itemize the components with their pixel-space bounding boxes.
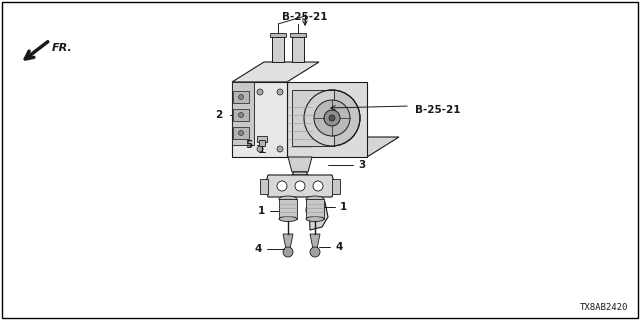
Bar: [259, 140, 265, 146]
Circle shape: [295, 181, 305, 191]
Polygon shape: [232, 62, 319, 82]
Polygon shape: [265, 175, 335, 197]
Bar: [233, 91, 249, 103]
Circle shape: [257, 146, 263, 152]
Circle shape: [277, 146, 283, 152]
Circle shape: [329, 115, 335, 121]
Circle shape: [304, 90, 360, 146]
Bar: [270, 33, 286, 37]
Circle shape: [257, 89, 263, 95]
Text: 4: 4: [335, 242, 342, 252]
Bar: [260, 179, 268, 194]
Circle shape: [324, 110, 340, 126]
Polygon shape: [288, 157, 312, 172]
Circle shape: [277, 89, 283, 95]
Circle shape: [277, 181, 287, 191]
Bar: [232, 82, 254, 145]
Polygon shape: [310, 234, 320, 249]
Ellipse shape: [306, 217, 324, 221]
Bar: [306, 199, 324, 219]
Text: 4: 4: [255, 244, 262, 254]
Circle shape: [239, 94, 243, 100]
Bar: [279, 199, 297, 219]
Bar: [292, 90, 334, 146]
Circle shape: [313, 181, 323, 191]
Bar: [233, 109, 249, 121]
Bar: [332, 179, 340, 194]
Text: 1: 1: [258, 206, 265, 216]
Polygon shape: [287, 137, 399, 157]
Circle shape: [239, 113, 243, 117]
Ellipse shape: [306, 196, 324, 202]
Text: FR.: FR.: [52, 43, 73, 53]
Circle shape: [310, 247, 320, 257]
Bar: [272, 37, 284, 62]
Polygon shape: [283, 234, 293, 249]
Polygon shape: [292, 172, 328, 230]
Bar: [257, 136, 267, 142]
Circle shape: [314, 100, 350, 136]
Bar: [287, 82, 367, 157]
Ellipse shape: [279, 217, 297, 221]
Text: 2: 2: [215, 110, 222, 120]
Circle shape: [306, 201, 324, 219]
Bar: [292, 37, 304, 62]
Text: TX8AB2420: TX8AB2420: [580, 303, 628, 312]
Bar: [233, 127, 249, 139]
Ellipse shape: [279, 196, 297, 202]
Text: 3: 3: [358, 160, 365, 170]
Bar: [232, 82, 287, 157]
Circle shape: [239, 131, 243, 135]
Bar: [290, 33, 306, 37]
Text: 1: 1: [340, 202, 348, 212]
Circle shape: [283, 247, 293, 257]
Text: B-25-21: B-25-21: [415, 105, 461, 115]
Text: B-25-21: B-25-21: [282, 12, 328, 22]
Text: 5: 5: [244, 140, 252, 150]
